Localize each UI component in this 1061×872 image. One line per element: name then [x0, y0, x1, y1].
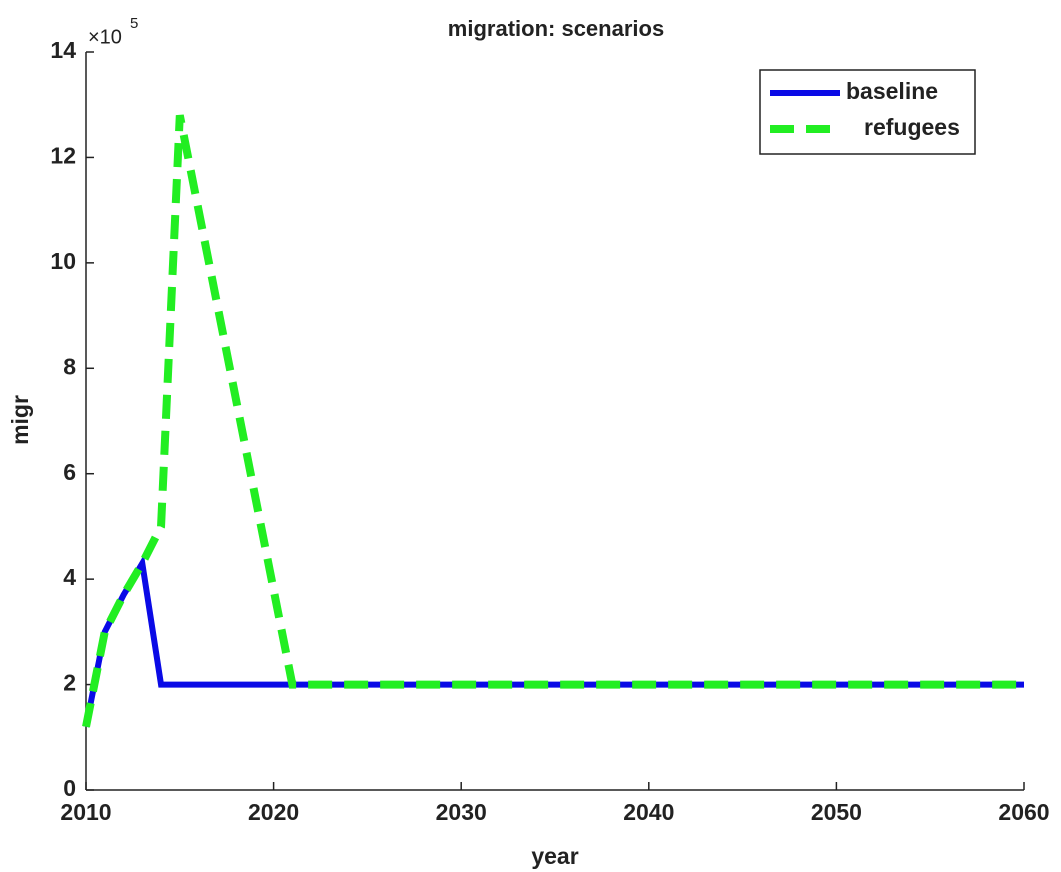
- y-tick-label: 12: [50, 143, 76, 169]
- legend-label: refugees: [864, 114, 960, 140]
- x-axis-label: year: [531, 843, 578, 869]
- y-tick-label: 4: [63, 564, 76, 590]
- y-tick-label: 8: [63, 353, 76, 379]
- x-tick-label: 2060: [998, 799, 1049, 825]
- y-tick-label: 2: [63, 670, 76, 696]
- y-tick-label: 10: [50, 248, 76, 274]
- y-tick-label: 14: [50, 37, 76, 63]
- legend-label: baseline: [846, 78, 938, 104]
- series-line: [83, 554, 1024, 728]
- series-line: [82, 114, 1024, 728]
- y-tick-label: 6: [63, 459, 76, 485]
- y-tick-label: 0: [63, 775, 76, 801]
- x-tick-label: 2010: [60, 799, 111, 825]
- y-multiplier: ×10: [88, 26, 122, 48]
- x-tick-label: 2030: [436, 799, 487, 825]
- chart-title: migration: scenarios: [448, 16, 664, 41]
- x-tick-label: 2050: [811, 799, 862, 825]
- legend-box: [759, 69, 976, 155]
- y-multiplier-power: 5: [130, 15, 138, 32]
- y-axis-label: migr: [7, 395, 33, 445]
- x-tick-label: 2040: [623, 799, 674, 825]
- x-tick-label: 2020: [248, 799, 299, 825]
